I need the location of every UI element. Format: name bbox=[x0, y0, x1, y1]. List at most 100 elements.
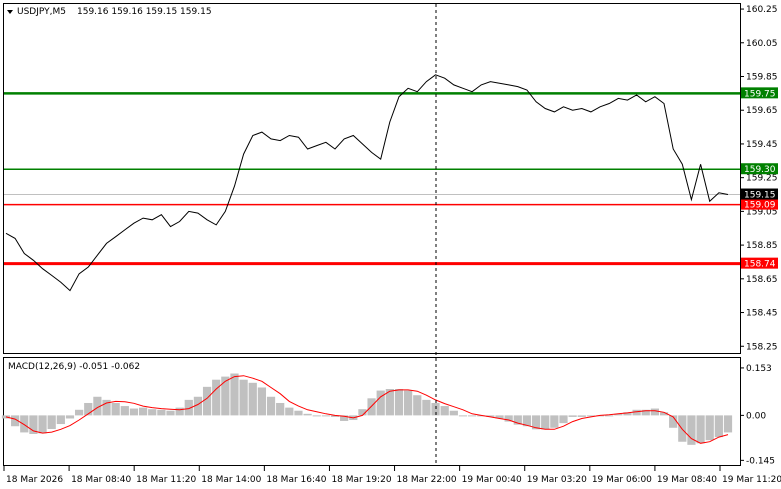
level-price-tag bbox=[741, 163, 778, 175]
macd-histogram-bar bbox=[486, 415, 495, 417]
macd-histogram-bar bbox=[404, 390, 413, 416]
time-axis-label: 19 Mar 03:20 bbox=[527, 475, 587, 485]
macd-histogram-bar bbox=[285, 407, 294, 416]
macd-histogram-bar bbox=[102, 399, 111, 416]
macd-histogram-bar bbox=[11, 415, 20, 427]
macd-histogram-bar bbox=[303, 413, 312, 416]
time-axis-label: 18 Mar 11:20 bbox=[136, 475, 196, 485]
macd-histogram-bar bbox=[248, 382, 257, 416]
time-axis-label: 19 Mar 11:20 bbox=[722, 475, 781, 485]
macd-histogram-bar bbox=[568, 415, 577, 417]
macd-indicator-label: MACD(12,26,9) -0.051 -0.062 bbox=[8, 362, 140, 372]
macd-histogram-bar bbox=[413, 395, 422, 416]
macd-histogram-bar bbox=[623, 412, 632, 416]
current-price-label: 159.15 bbox=[744, 191, 776, 201]
macd-histogram-bar bbox=[376, 390, 385, 416]
macd-histogram-bar bbox=[449, 410, 458, 416]
symbol-dropdown-icon[interactable] bbox=[7, 10, 13, 14]
macd-histogram-bar bbox=[531, 415, 541, 430]
macd-histogram-bar bbox=[221, 376, 230, 416]
time-axis-label: 18 Mar 16:40 bbox=[266, 475, 326, 485]
macd-histogram-bar bbox=[385, 389, 394, 416]
macd-histogram-bar bbox=[659, 412, 669, 416]
time-axis-label: 18 Mar 22:00 bbox=[397, 475, 457, 485]
price-axis-label: 159.85 bbox=[746, 72, 778, 82]
macd-signal-line bbox=[5, 375, 729, 444]
macd-histogram-bar bbox=[632, 409, 641, 416]
macd-histogram-bar bbox=[431, 402, 440, 416]
macd-histogram-bar bbox=[330, 415, 340, 417]
macd-histogram-bar bbox=[340, 415, 349, 421]
macd-histogram-bar bbox=[605, 415, 614, 417]
level-price-label: 159.75 bbox=[744, 89, 776, 99]
macd-histogram-bar bbox=[714, 415, 723, 438]
price-axis-label: 158.65 bbox=[746, 275, 778, 285]
macd-axis: 0.153 0.00 -0.145 bbox=[740, 364, 775, 466]
macd-histogram-bar bbox=[367, 398, 376, 416]
macd-histogram-bar bbox=[129, 408, 139, 416]
macd-histogram-bar bbox=[157, 409, 166, 416]
macd-histogram-bar bbox=[312, 415, 321, 417]
macd-axis-label: 0.153 bbox=[746, 364, 772, 374]
macd-axis-label: -0.145 bbox=[746, 456, 775, 466]
macd-histogram-bar bbox=[47, 415, 56, 430]
time-axis: 18 Mar 2026 18 Mar 08:40 18 Mar 11:20 18 Ma… bbox=[3, 466, 781, 485]
macd-histogram-bar bbox=[650, 408, 659, 416]
price-line bbox=[5, 74, 729, 292]
price-axis-label: 160.05 bbox=[746, 39, 778, 49]
macd-histogram-bar bbox=[148, 409, 157, 416]
level-price-label: 159.09 bbox=[744, 201, 776, 211]
price-axis-label: 159.65 bbox=[746, 106, 778, 116]
macd-histogram-bar bbox=[687, 415, 696, 445]
macd-histogram-bar bbox=[696, 415, 705, 444]
macd-histogram-bar bbox=[321, 415, 330, 417]
macd-histogram-bar bbox=[522, 415, 532, 427]
macd-histogram-bar bbox=[723, 415, 733, 433]
time-axis-label: 18 Mar 2026 bbox=[6, 475, 63, 485]
macd-histogram-bar bbox=[550, 415, 559, 428]
price-axis-label: 158.85 bbox=[746, 241, 778, 251]
level-price-tag bbox=[741, 87, 778, 99]
macd-histogram-bar bbox=[614, 413, 623, 416]
macd-histogram-bar bbox=[175, 407, 184, 416]
macd-histogram-bar bbox=[138, 407, 148, 416]
macd-histogram-bar bbox=[294, 410, 303, 416]
level-price-tag bbox=[741, 257, 778, 269]
macd-histogram-bar bbox=[705, 415, 714, 441]
macd-histogram-bar bbox=[467, 415, 477, 417]
time-axis-label: 19 Mar 08:40 bbox=[657, 475, 717, 485]
macd-histogram-bar bbox=[184, 399, 193, 416]
level-price-label: 159.30 bbox=[744, 165, 776, 175]
macd-histogram-bar bbox=[513, 415, 522, 425]
price-axis-label: 159.05 bbox=[746, 207, 778, 217]
ohlc-values: 159.16 159.16 159.15 159.15 bbox=[77, 7, 212, 17]
macd-histogram-bar bbox=[56, 415, 65, 425]
time-axis-label: 19 Mar 00:40 bbox=[462, 475, 522, 485]
macd-histogram-bar bbox=[394, 389, 404, 416]
horizontal-levels bbox=[4, 92, 740, 266]
price-axis: 160.25160.05159.85159.65159.45159.25159.… bbox=[740, 5, 778, 352]
macd-histogram-bar bbox=[577, 415, 586, 417]
macd-histogram-bar bbox=[166, 410, 175, 416]
macd-histogram-bar bbox=[358, 409, 367, 416]
macd-histogram-bar bbox=[422, 399, 431, 416]
macd-histogram-bar bbox=[495, 415, 504, 419]
macd-histogram-bar bbox=[29, 415, 38, 434]
macd-histogram-bar bbox=[458, 415, 468, 417]
macd-histogram-bar bbox=[120, 406, 129, 416]
macd-histogram-bar bbox=[193, 396, 203, 416]
macd-histogram-bar bbox=[266, 396, 276, 416]
macd-histogram-bar bbox=[212, 379, 221, 416]
macd-histogram bbox=[1, 373, 733, 445]
price-axis-label: 158.45 bbox=[746, 309, 778, 319]
macd-histogram-bar bbox=[65, 415, 75, 419]
symbol-label[interactable]: USDJPY,M5 bbox=[17, 7, 66, 17]
current-price-tag bbox=[741, 188, 778, 200]
macd-histogram-bar bbox=[84, 402, 93, 416]
macd-signal-series bbox=[5, 375, 729, 444]
macd-histogram-bar bbox=[20, 415, 29, 433]
price-axis-label: 160.25 bbox=[746, 5, 778, 15]
time-axis-label: 18 Mar 19:20 bbox=[331, 475, 391, 485]
level-price-tag bbox=[741, 198, 778, 210]
